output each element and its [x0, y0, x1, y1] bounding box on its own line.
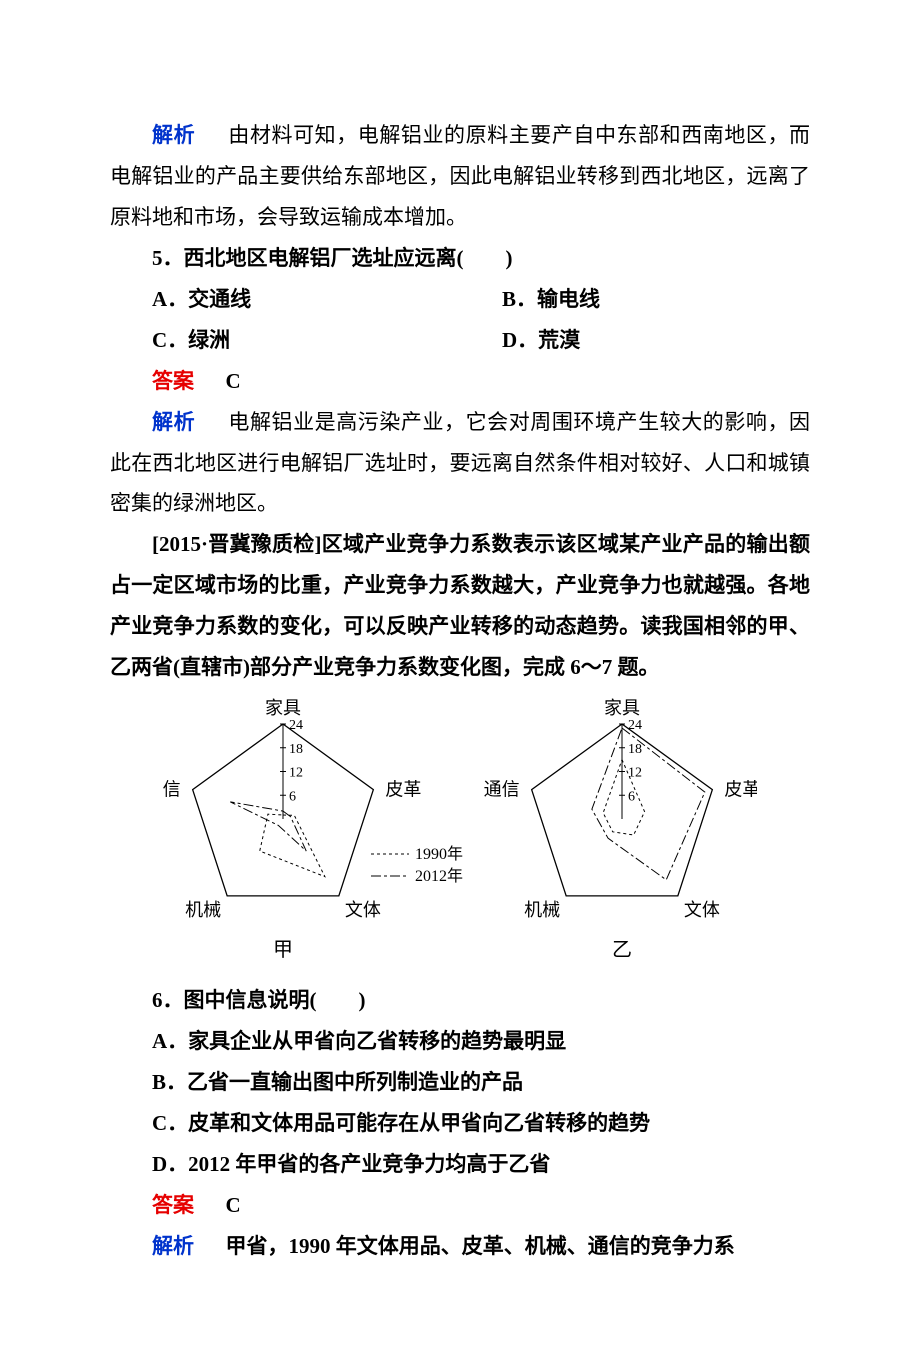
radar-chart-yi: 6121824家具皮革文体机械通信乙: [477, 694, 757, 974]
answer-label: 答案: [152, 1193, 194, 1217]
q6-options: A．家具企业从甲省向乙省转移的趋势最明显 B．乙省一直输出图中所列制造业的产品 …: [110, 1021, 810, 1185]
analysis-label: 解析: [152, 123, 195, 147]
q6-option-d: D．2012 年甲省的各产业竞争力均高于乙省: [110, 1144, 810, 1185]
q6-option-b: B．乙省一直输出图中所列制造业的产品: [110, 1062, 810, 1103]
svg-text:2012年: 2012年: [415, 867, 463, 885]
svg-text:18: 18: [628, 742, 642, 757]
svg-text:24: 24: [628, 718, 642, 733]
svg-text:18: 18: [289, 742, 303, 757]
answer-label: 答案: [152, 369, 194, 393]
q5-option-a: A．交通线: [110, 279, 460, 320]
q5-option-b: B．输电线: [460, 279, 810, 320]
svg-text:通信: 通信: [484, 780, 520, 800]
radar-chart-jia: 6 12 18 24家具皮革文体 机械 通信甲 1990年 2012年: [163, 694, 473, 974]
analysis-label: 解析: [152, 1234, 194, 1258]
document-page: 解析 由材料可知，电解铝业的原料主要产自中东部和西南地区，而电解铝业的产品主要供…: [0, 0, 920, 1347]
q6-option-c: C．皮革和文体用品可能存在从甲省向乙省转移的趋势: [110, 1103, 810, 1144]
q6-answer: C: [226, 1193, 241, 1217]
svg-text:文体: 文体: [684, 900, 720, 920]
q6-option-a: A．家具企业从甲省向乙省转移的趋势最明显: [110, 1021, 810, 1062]
q5-option-d: D．荒漠: [460, 320, 810, 361]
svg-text:文体: 文体: [345, 900, 381, 920]
svg-text:乙: 乙: [612, 939, 632, 961]
svg-text:机械: 机械: [524, 900, 560, 920]
svg-text:24: 24: [289, 718, 303, 733]
svg-text:甲: 甲: [273, 939, 293, 961]
q6-stem: 6．图中信息说明( ): [110, 980, 810, 1021]
q5-answer-line: 答案 C: [110, 361, 810, 402]
q6-analysis-text: 甲省，1990 年文体用品、皮革、机械、通信的竞争力系: [226, 1234, 735, 1258]
q6-analysis-block: 解析 甲省，1990 年文体用品、皮革、机械、通信的竞争力系: [110, 1226, 810, 1267]
svg-text:通信: 通信: [163, 780, 181, 800]
analysis-label: 解析: [152, 410, 195, 434]
svg-text:家具: 家具: [604, 698, 640, 718]
svg-text:6: 6: [289, 789, 296, 804]
q5-number: 5．: [152, 246, 184, 270]
svg-text:家具: 家具: [265, 698, 301, 718]
q5-options-row2: C．绿洲 D．荒漠: [110, 320, 810, 361]
svg-text:皮革: 皮革: [385, 780, 421, 800]
svg-text:12: 12: [289, 766, 303, 781]
q5-options-row1: A．交通线 B．输电线: [110, 279, 810, 320]
q5-answer: C: [226, 369, 241, 393]
passage-6-7: [2015·晋冀豫质检]区域产业竞争力系数表示该区域某产业产品的输出额占一定区域…: [110, 524, 810, 688]
svg-text:6: 6: [628, 789, 635, 804]
svg-text:机械: 机械: [185, 900, 221, 920]
q6-answer-line: 答案 C: [110, 1185, 810, 1226]
svg-text:1990年: 1990年: [415, 845, 463, 863]
passage-source: [2015·晋冀豫质检]: [152, 532, 321, 556]
q5-stem: 5．西北地区电解铝厂选址应远离( ): [110, 238, 810, 279]
radar-chart-pair: 6121824家具皮革文体机械通信甲1990年2012年 6121824家具皮革…: [110, 694, 810, 974]
q5-option-c: C．绿洲: [110, 320, 460, 361]
analysis-block: 解析 由材料可知，电解铝业的原料主要产自中东部和西南地区，而电解铝业的产品主要供…: [110, 115, 810, 238]
q6-number: 6．: [152, 988, 184, 1012]
svg-text:皮革: 皮革: [724, 780, 757, 800]
q5-analysis-block: 解析 电解铝业是高污染产业，它会对周围环境产生较大的影响，因此在西北地区进行电解…: [110, 402, 810, 525]
